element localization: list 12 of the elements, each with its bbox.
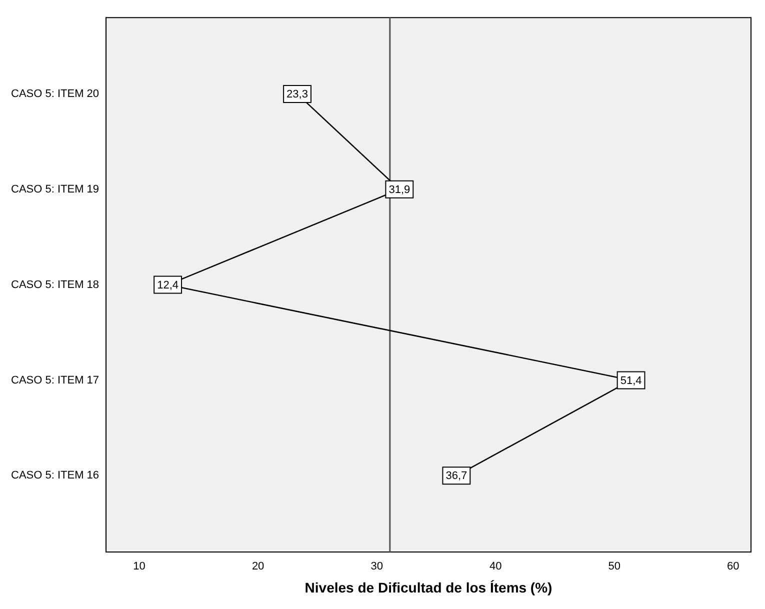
x-tick-label: 30 xyxy=(370,560,383,573)
y-tick-label: CASO 5: ITEM 20 xyxy=(10,88,100,100)
x-tick-label: 50 xyxy=(608,560,621,573)
x-tick-label: 60 xyxy=(727,560,740,573)
y-tick-label: CASO 5: ITEM 18 xyxy=(10,278,100,291)
y-tick-label: CASO 5: ITEM 17 xyxy=(10,374,100,386)
x-tick-label: 10 xyxy=(133,560,146,573)
x-tick-label: 20 xyxy=(252,560,264,573)
x-tick-label: 40 xyxy=(490,560,502,573)
y-tick-label: CASO 5: ITEM 16 xyxy=(10,470,100,482)
y-tick-label: CASO 5: ITEM 19 xyxy=(10,183,100,196)
x-axis-title: Niveles de Dificultad de los Ítems (%) xyxy=(304,579,552,596)
